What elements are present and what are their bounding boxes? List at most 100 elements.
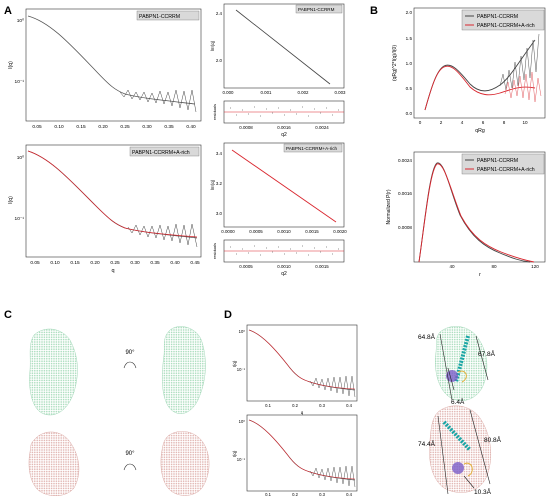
noise-band xyxy=(309,375,356,398)
x-tick: 0.0005 xyxy=(239,264,253,269)
y-tick: 2.0 xyxy=(406,10,413,15)
x-tick: 0.10 xyxy=(50,260,60,266)
x-tick: 0.20 xyxy=(98,124,108,130)
y-tick: 10⁰ xyxy=(17,18,24,24)
series-line-rich xyxy=(424,65,536,111)
x-tick: 0.0008 xyxy=(239,125,253,130)
y-tick: 10⁰ xyxy=(17,155,24,161)
pink-model-front xyxy=(28,431,80,496)
noise-band xyxy=(309,465,356,488)
pr-rich xyxy=(418,163,535,263)
y-axis-label: Normalized P(r) xyxy=(386,189,392,224)
y-axis-label: I(q) xyxy=(232,360,237,367)
legend-label: PABPN1-CCRRM+A-rich xyxy=(286,146,338,151)
dimension-label: 67.8Å xyxy=(478,349,496,358)
chart-a4-residuals: residuals 0.0005 0.0010 0.0015 q2 xyxy=(212,239,345,277)
guinier-line xyxy=(231,149,337,223)
dimension-label: 64.8Å xyxy=(418,332,436,341)
dimension-label: 80.8Å xyxy=(484,435,502,444)
x-tick: 120 xyxy=(531,264,539,269)
x-tick: 0.30 xyxy=(130,260,140,266)
frame xyxy=(413,151,546,263)
x-tick: 0.002 xyxy=(298,90,310,95)
x-tick: 0.3 xyxy=(319,492,325,497)
panel-label-a: A xyxy=(4,5,12,17)
frame xyxy=(223,3,345,89)
y-tick: 3.0 xyxy=(216,211,223,216)
dim-line xyxy=(437,415,449,495)
rrm-domain xyxy=(446,370,458,382)
x-tick: 0.0024 xyxy=(315,125,329,130)
green-envelope xyxy=(435,326,488,401)
noise-rich xyxy=(504,71,542,103)
x-tick: 4 xyxy=(461,120,464,125)
y-axis-label: residuals xyxy=(212,243,217,259)
green-structure-model: 64.8Å 67.8Å 6.4Å xyxy=(418,326,496,406)
y-tick: 10⁰ xyxy=(239,419,246,424)
panel-label-c: C xyxy=(4,309,12,321)
panel-label-b: B xyxy=(370,5,378,17)
x-tick: 8 xyxy=(503,120,506,125)
y-tick: 10⁻¹ xyxy=(15,79,25,85)
y-axis-label: lnI(q) xyxy=(210,179,215,190)
x-ticks: 0.05 0.10 0.15 0.20 0.25 0.30 0.35 0.40 xyxy=(32,124,196,130)
x-axis-label: q2 xyxy=(281,271,287,277)
rotation-arrow-icon xyxy=(123,463,137,471)
guinier-line xyxy=(235,9,331,85)
x-tick: 0.0015 xyxy=(315,264,329,269)
chart-d1: I(q) 10⁰ 10⁻¹ 0.1 0.2 0.3 0.4 q xyxy=(232,324,358,415)
series-line xyxy=(27,150,198,239)
x-tick: 0.40 xyxy=(186,124,196,130)
helix-ribbon xyxy=(454,335,470,383)
legend-label: PABPN1-CCRRM+A-rich xyxy=(132,150,190,156)
legend-label-1: PABPN1-CCRRM xyxy=(477,158,518,164)
x-tick: 80 xyxy=(491,264,497,269)
x-tick: 0.25 xyxy=(120,124,130,130)
x-tick: 0.3 xyxy=(319,403,325,408)
frame xyxy=(413,7,546,119)
x-tick: 0.35 xyxy=(164,124,174,130)
legend-label: PABPN1-CCRRM xyxy=(298,7,335,12)
x-axis-label: q xyxy=(111,268,114,274)
y-tick: 3.2 xyxy=(216,181,223,186)
x-tick: 0.20 xyxy=(90,260,100,266)
pink-structure-model: 74.4Å 80.8Å 10.3Å xyxy=(418,405,502,496)
x-tick: 0.05 xyxy=(30,260,40,266)
x-tick: 0.0016 xyxy=(277,125,291,130)
x-tick: 2 xyxy=(440,120,443,125)
x-axis-label: q2 xyxy=(281,132,287,138)
dimension-label: 74.4Å xyxy=(418,439,436,448)
x-tick: 0.25 xyxy=(110,260,120,266)
legend-label-1: PABPN1-CCRRM xyxy=(477,14,518,20)
x-tick: 0.05 xyxy=(32,124,42,130)
y-axis-label: I(q) xyxy=(8,61,14,69)
pink-model-side xyxy=(160,431,210,496)
fit-line xyxy=(27,150,198,238)
frame xyxy=(25,8,202,122)
x-tick: 0.0010 xyxy=(277,229,291,234)
y-tick: 0.0 xyxy=(406,111,413,116)
y-tick: 10⁰ xyxy=(239,329,246,334)
x-tick: 0.35 xyxy=(150,260,160,266)
dim-line xyxy=(439,333,453,401)
dim-line xyxy=(469,409,491,485)
chart-b1: PABPN1-CCRRM PABPN1-CCRRM+A-rich (qRg)^2… xyxy=(392,7,546,134)
x-tick: 0.0020 xyxy=(333,229,347,234)
legend-box xyxy=(461,153,545,175)
x-tick: 40 xyxy=(449,264,455,269)
legend-box xyxy=(461,9,545,31)
dimension-label: 10.3Å xyxy=(474,487,492,496)
panel-label-d: D xyxy=(224,309,232,321)
x-tick: 0.45 xyxy=(190,260,200,266)
rotation-arrow-icon xyxy=(123,361,137,369)
series-line xyxy=(27,15,196,105)
x-tick: 0.4 xyxy=(346,492,352,497)
domain-loop xyxy=(457,370,467,383)
dim-line xyxy=(447,367,455,391)
y-tick: 10⁻¹ xyxy=(237,367,246,372)
noise-ccrrm xyxy=(499,33,540,91)
residual-points xyxy=(230,106,339,117)
x-tick: 0.0005 xyxy=(249,229,263,234)
x-axis-label: qRg xyxy=(475,128,485,134)
